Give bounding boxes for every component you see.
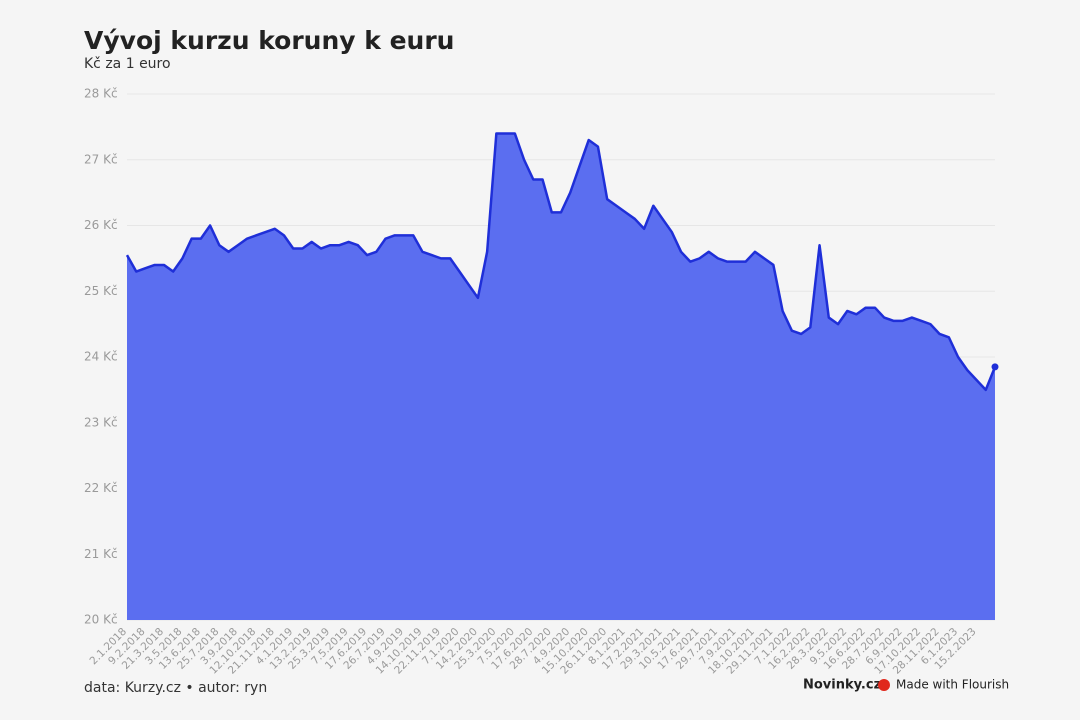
end-point bbox=[991, 363, 999, 371]
line bbox=[125, 132, 997, 392]
y-tick-label: 21 Kč bbox=[84, 547, 118, 561]
chart-title: Vývoj kurzu koruny k euru bbox=[84, 26, 454, 55]
y-tick-label: 27 Kč bbox=[84, 152, 118, 166]
credit[interactable]: Made with Flourish bbox=[896, 678, 1009, 692]
y-tick-label: 22 Kč bbox=[84, 481, 118, 495]
y-tick-label: 24 Kč bbox=[84, 350, 118, 364]
y-tick-label: 20 Kč bbox=[84, 613, 118, 627]
area bbox=[127, 133, 995, 620]
y-tick-label: 26 Kč bbox=[84, 218, 118, 232]
y-tick-label: 25 Kč bbox=[84, 284, 118, 298]
y-tick-label: 28 Kč bbox=[84, 87, 118, 101]
y-tick-label: 23 Kč bbox=[84, 415, 118, 429]
brand: Novinky.cz bbox=[803, 678, 881, 693]
footer: data: Kurzy.cz • autor: ryn bbox=[84, 680, 267, 696]
chart-subtitle: Kč za 1 euro bbox=[84, 56, 171, 72]
flourish-icon bbox=[878, 679, 890, 691]
